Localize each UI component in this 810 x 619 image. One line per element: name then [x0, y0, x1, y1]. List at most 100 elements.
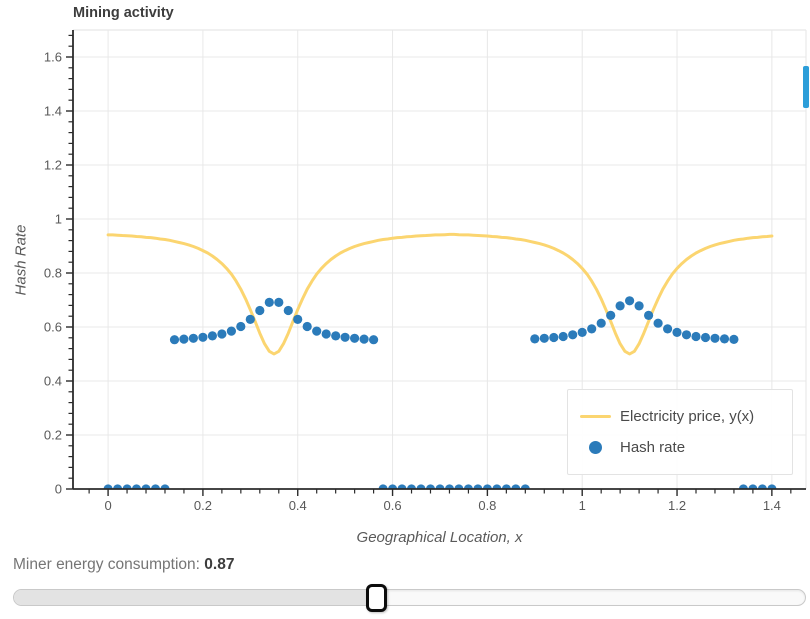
hash-rate-dot: [729, 334, 739, 344]
hash-rate-dot: [321, 329, 331, 339]
y-tick-label: 1.4: [44, 104, 62, 119]
hash-rate-dot: [198, 332, 208, 342]
hash-rate-dot: [378, 484, 388, 489]
hash-rate-dot: [587, 324, 597, 334]
hash-rate-dot: [625, 296, 635, 306]
hash-rate-dot: [672, 327, 682, 337]
hash-rate-dot: [217, 329, 227, 339]
hash-rate-dot: [520, 484, 530, 489]
hash-rate-dot: [691, 331, 701, 342]
hash-rate-dot: [663, 324, 673, 334]
hash-rate-dot: [245, 314, 255, 324]
legend: Electricity price, y(x) Hash rate: [567, 389, 793, 475]
line-swatch-icon: [580, 415, 611, 418]
hash-rate-dot: [435, 484, 445, 489]
hash-rate-dot: [397, 484, 407, 489]
hash-rate-dot: [188, 333, 198, 343]
x-tick-label: 0.4: [289, 498, 307, 513]
x-tick-label: 1: [579, 498, 586, 513]
hash-rate-dot: [302, 321, 312, 332]
hash-rate-dot: [757, 484, 767, 489]
hash-rate-dot: [293, 314, 303, 324]
y-axis-label: Hash Rate: [12, 224, 30, 296]
slider-value: 0.87: [204, 556, 235, 573]
hash-rate-dot: [207, 331, 217, 341]
hash-rate-dot: [406, 484, 417, 489]
y-tick-label: 1.6: [44, 50, 62, 65]
hash-rate-dot: [653, 318, 663, 328]
legend-item-electricity-price: Electricity price, y(x): [580, 406, 792, 428]
hash-rate-dot: [274, 297, 284, 307]
hash-rate-dot: [748, 484, 758, 489]
hash-rate-dot: [169, 335, 180, 345]
x-tick-label: 1.4: [763, 498, 781, 513]
hash-rate-dot: [264, 297, 274, 307]
hash-rate-dot: [473, 484, 483, 489]
hash-rate-dot: [681, 330, 692, 340]
legend-label-electricity-price: Electricity price, y(x): [620, 408, 755, 425]
hash-rate-dot: [340, 332, 350, 342]
y-tick-label: 0: [55, 482, 62, 497]
slider-fill: [14, 590, 377, 605]
hash-rate-dot: [549, 332, 559, 343]
legend-item-hash-rate: Hash rate: [580, 437, 792, 459]
circle-swatch-icon: [589, 441, 602, 454]
hash-rate-dot: [492, 484, 502, 489]
hash-rate-dot: [539, 333, 549, 343]
hash-rate-dot: [160, 484, 170, 489]
hash-rate-dot: [331, 331, 341, 341]
hash-rate-dot: [501, 484, 511, 489]
hash-rate-dot: [511, 484, 521, 489]
energy-consumption-slider[interactable]: [13, 584, 806, 612]
hash-rate-dot: [226, 326, 236, 336]
hash-rate-dot: [596, 318, 606, 328]
x-tick-label: 0: [104, 498, 111, 513]
legend-label-hash-rate: Hash rate: [620, 439, 686, 456]
hash-rate-dot: [131, 484, 142, 489]
slider-label: Miner energy consumption: 0.87: [13, 556, 234, 574]
hash-rate-dot: [113, 484, 123, 489]
hash-rate-dot: [312, 326, 322, 336]
hash-rate-dot: [416, 484, 426, 489]
hash-rate-dot: [425, 484, 436, 489]
hash-rate-dot: [454, 484, 464, 489]
x-tick-label: 1.2: [668, 498, 686, 513]
hash-rate-dot: [350, 333, 360, 343]
hash-rate-dot: [122, 484, 132, 489]
chart-title: Mining activity: [73, 5, 174, 21]
hash-rate-dot: [150, 484, 161, 489]
hash-rate-dot: [644, 310, 654, 320]
slider-label-text: Miner energy consumption:: [13, 556, 205, 573]
hash-rate-dot: [444, 484, 455, 489]
y-tick-label: 1: [55, 212, 62, 227]
x-axis-label: Geographical Location, x: [356, 529, 523, 546]
hash-rate-dot: [615, 301, 625, 311]
plot-canvas: 0 0.2 0.4 0.6 0.8 1 1.2 1.4 0 0.2 0.4 0.6 0.8 1 1.2 1.4…: [44, 29, 807, 513]
y-tick-label: 1.2: [44, 158, 62, 173]
hash-rate-dot: [738, 484, 748, 489]
hash-rate-dot: [710, 333, 720, 343]
x-tick-label: 0.6: [384, 498, 402, 513]
hash-rate-dot: [463, 484, 473, 489]
y-tick-label: 0.2: [44, 428, 62, 443]
hash-rate-dots: [103, 296, 777, 489]
hash-rate-dot: [767, 484, 777, 489]
x-tick-label: 0.2: [194, 498, 212, 513]
scroll-indicator[interactable]: [803, 66, 809, 108]
hash-rate-dot: [369, 335, 379, 345]
electricity-price-line: [106, 232, 774, 356]
hash-rate-dot: [719, 334, 730, 344]
y-tick-label: 0.8: [44, 266, 62, 281]
y-tick-label: 0.4: [44, 374, 62, 389]
hash-rate-dot: [255, 305, 265, 316]
hash-rate-dot: [634, 301, 644, 311]
hash-rate-dot: [388, 484, 398, 489]
hash-rate-dot: [606, 310, 616, 320]
hash-rate-dot: [700, 332, 711, 343]
hash-rate-dot: [482, 484, 492, 489]
y-tick-label: 0.6: [44, 320, 62, 335]
x-tick-label: 0.8: [478, 498, 496, 513]
hash-rate-dot: [283, 305, 293, 316]
slider-handle[interactable]: [366, 584, 387, 612]
hash-rate-dot: [359, 334, 369, 344]
